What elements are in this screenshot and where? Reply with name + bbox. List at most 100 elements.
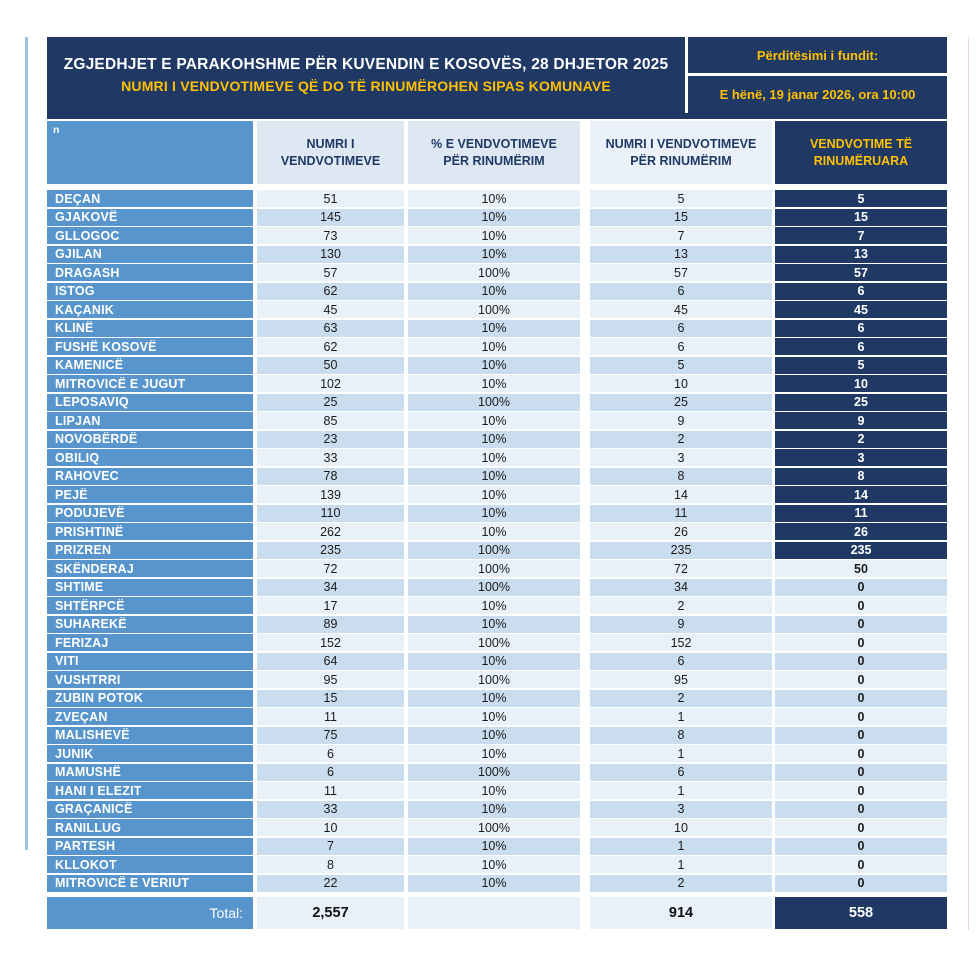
recounted-cell: 50 xyxy=(775,560,947,577)
column-gap xyxy=(772,708,775,725)
column-gap xyxy=(253,634,257,651)
pct-cell: 10% xyxy=(408,338,580,355)
column-gap xyxy=(404,282,408,300)
pct-cell: 10% xyxy=(408,282,580,300)
pv-count-cell: 57 xyxy=(257,264,404,281)
column-gap xyxy=(253,819,257,836)
column-gap xyxy=(772,449,775,466)
municipality-cell: KAÇANIK xyxy=(47,301,253,318)
pct-cell: 10% xyxy=(408,486,580,503)
column-gap xyxy=(772,800,775,818)
recounted-cell: 0 xyxy=(775,763,947,781)
recounted-cell: 0 xyxy=(775,819,947,836)
recounted-cell: 0 xyxy=(775,671,947,688)
column-gap xyxy=(253,856,257,873)
page-subtitle: NUMRI I VENDVOTIMEVE QË DO TË RINUMËROHE… xyxy=(121,78,611,94)
pv-count-cell: 72 xyxy=(257,560,404,577)
total-recounted: 558 xyxy=(775,897,947,929)
pct-cell: 10% xyxy=(408,504,580,522)
pct-cell: 10% xyxy=(408,726,580,744)
column-gap xyxy=(580,615,590,633)
column-gap xyxy=(772,190,775,207)
pct-cell: 10% xyxy=(408,190,580,207)
municipality-cell: PRIZREN xyxy=(47,541,253,559)
pv-count-cell: 6 xyxy=(257,763,404,781)
pct-cell: 10% xyxy=(408,319,580,337)
pv-count-cell: 15 xyxy=(257,689,404,707)
municipality-cell: MITROVICË E VERIUT xyxy=(47,874,253,892)
municipality-cell: PARTESH xyxy=(47,837,253,855)
column-gap xyxy=(580,319,590,337)
column-header-row: n NUMRI I VENDVOTIMEVE % E VENDVOTIMEVE … xyxy=(47,121,947,184)
column-gap xyxy=(580,652,590,670)
recount-count-cell: 1 xyxy=(590,782,772,799)
municipality-cell: LIPJAN xyxy=(47,412,253,429)
pct-cell: 10% xyxy=(408,597,580,614)
recount-count-cell: 2 xyxy=(590,597,772,614)
column-gap xyxy=(404,356,408,374)
column-gap xyxy=(580,523,590,540)
column-gap xyxy=(772,689,775,707)
pct-cell: 100% xyxy=(408,301,580,318)
pv-count-cell: 6 xyxy=(257,745,404,762)
municipality-cell: KAMENICË xyxy=(47,356,253,374)
column-gap xyxy=(253,541,257,559)
pct-cell: 100% xyxy=(408,393,580,411)
municipality-cell: GJAKOVË xyxy=(47,208,253,226)
pv-count-cell: 11 xyxy=(257,782,404,799)
recount-count-cell: 6 xyxy=(590,319,772,337)
column-gap xyxy=(772,819,775,836)
pct-cell: 100% xyxy=(408,560,580,577)
municipality-cell: NOVOBËRDË xyxy=(47,430,253,448)
recount-count-cell: 11 xyxy=(590,504,772,522)
recount-count-cell: 3 xyxy=(590,449,772,466)
last-update-label: Përditësimi i fundit: xyxy=(688,37,947,73)
column-gap xyxy=(772,227,775,244)
recount-count-cell: 57 xyxy=(590,264,772,281)
municipality-cell: OBILIQ xyxy=(47,449,253,466)
column-gap xyxy=(404,467,408,485)
column-gap xyxy=(580,800,590,818)
column-gap xyxy=(580,356,590,374)
column-gap xyxy=(404,652,408,670)
recount-count-cell: 152 xyxy=(590,634,772,651)
column-gap xyxy=(580,467,590,485)
column-gap xyxy=(404,430,408,448)
municipality-cell: VUSHTRRI xyxy=(47,671,253,688)
column-gap xyxy=(404,763,408,781)
recounted-cell: 5 xyxy=(775,190,947,207)
recounted-cell: 6 xyxy=(775,319,947,337)
column-header-recounted: VENDVOTIME TË RINUMËRUARA xyxy=(775,121,947,184)
municipality-cell: SHTIME xyxy=(47,578,253,596)
recounted-cell: 6 xyxy=(775,282,947,300)
column-gap xyxy=(772,430,775,448)
column-gap xyxy=(253,301,257,318)
column-gap xyxy=(772,615,775,633)
column-gap xyxy=(772,319,775,337)
pct-cell: 100% xyxy=(408,578,580,596)
column-gap xyxy=(253,652,257,670)
municipality-cell: PRISHTINË xyxy=(47,523,253,540)
column-gap xyxy=(253,467,257,485)
recounted-cell: 14 xyxy=(775,486,947,503)
municipality-cell: RAHOVEC xyxy=(47,467,253,485)
recount-count-cell: 1 xyxy=(590,708,772,725)
column-gap xyxy=(253,745,257,762)
pct-cell: 10% xyxy=(408,467,580,485)
column-gap xyxy=(253,319,257,337)
pv-count-cell: 102 xyxy=(257,375,404,392)
pv-count-cell: 89 xyxy=(257,615,404,633)
municipality-cell: ZUBIN POTOK xyxy=(47,689,253,707)
pv-count-cell: 51 xyxy=(257,190,404,207)
column-gap xyxy=(580,726,590,744)
recount-count-cell: 26 xyxy=(590,523,772,540)
column-gap xyxy=(404,523,408,540)
column-gap xyxy=(772,541,775,559)
recount-count-cell: 1 xyxy=(590,856,772,873)
recount-count-cell: 2 xyxy=(590,689,772,707)
recounted-cell: 8 xyxy=(775,467,947,485)
recount-count-cell: 6 xyxy=(590,763,772,781)
recount-count-cell: 72 xyxy=(590,560,772,577)
recounted-cell: 0 xyxy=(775,874,947,892)
